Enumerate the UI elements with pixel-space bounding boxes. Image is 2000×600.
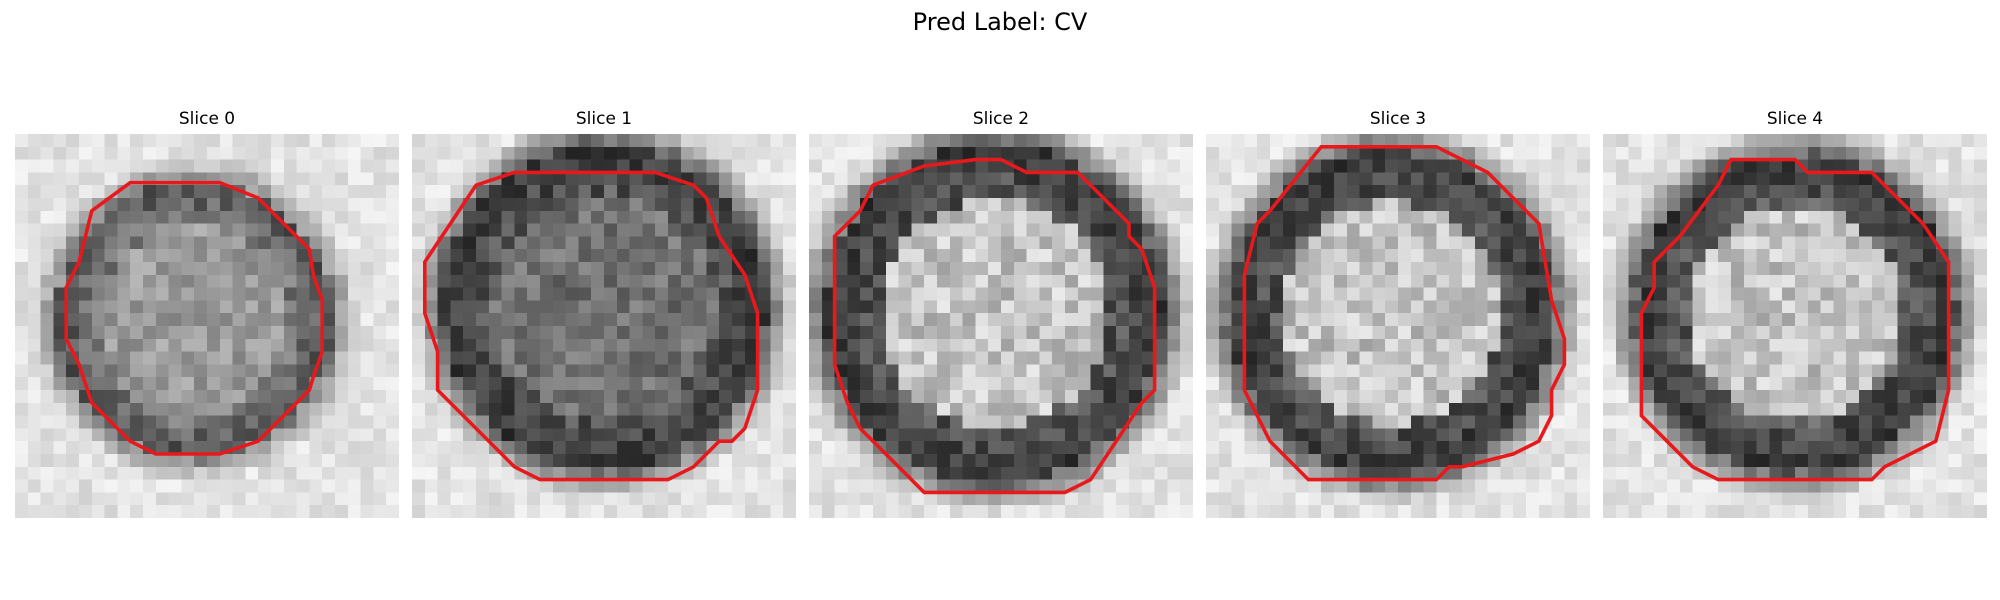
contour-outline bbox=[64, 180, 324, 456]
figure-title: Pred Label: CV bbox=[912, 8, 1088, 36]
slice-title-4: Slice 4 bbox=[1766, 109, 1824, 129]
slice-image-2 bbox=[809, 134, 1193, 518]
slice-title-1: Slice 1 bbox=[575, 109, 633, 129]
slice-image-1 bbox=[412, 134, 796, 518]
slice-title-0: Slice 0 bbox=[178, 109, 236, 129]
slice-image-4 bbox=[1603, 134, 1987, 518]
contour-outline bbox=[1242, 145, 1567, 482]
slice-image-3 bbox=[1206, 134, 1590, 518]
slice-title-2: Slice 2 bbox=[972, 109, 1030, 129]
contour-outline bbox=[423, 170, 760, 482]
contour-outline bbox=[832, 157, 1157, 495]
slice-image-0 bbox=[15, 134, 399, 518]
contour-outline bbox=[1639, 157, 1951, 482]
slice-title-3: Slice 3 bbox=[1369, 109, 1427, 129]
